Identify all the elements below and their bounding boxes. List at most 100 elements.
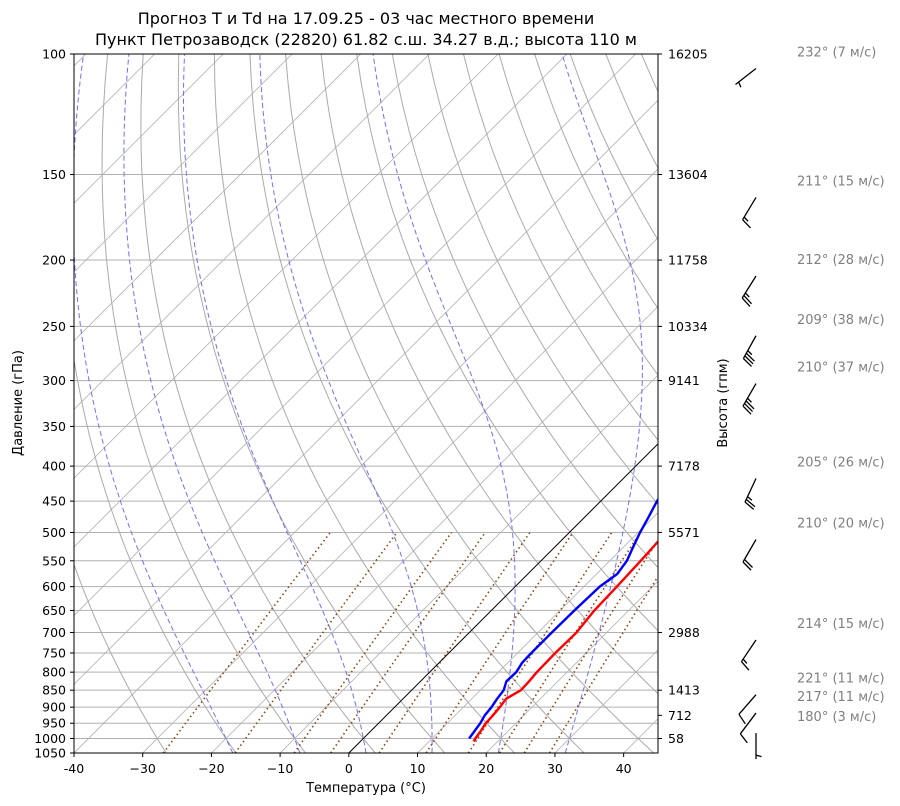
- x-tick-label: -40: [64, 761, 84, 776]
- barb-flag: [745, 400, 755, 410]
- plot-frame: [73, 53, 659, 754]
- wind-label: 232° (7 м/с): [797, 46, 876, 61]
- barb-flag: [742, 405, 752, 415]
- dry-adiabat-line: [819, 54, 900, 753]
- wind-label: 211° (15 м/с): [797, 174, 885, 189]
- barb-flag: [738, 713, 746, 725]
- y-axis-label: Давление (гПа): [11, 350, 26, 456]
- axis-ticks: -40 −30 −20 −10 0 10 20 30 40 100 150 200 250 300 350 4…: [34, 47, 708, 777]
- y-tick-label: 900: [42, 700, 66, 715]
- dry-adiabat-line: [177, 54, 446, 753]
- y-tick-label: 400: [42, 459, 66, 474]
- mixing-ratio-line: [293, 531, 453, 753]
- barb-half: [743, 216, 749, 222]
- isotherm-line: [74, 54, 362, 342]
- wind-label: 221° (11 м/с): [797, 672, 885, 687]
- dry-adiabat-line: [74, 356, 237, 753]
- chart-title: Прогноз T и Td на 17.09.25 - 03 час мест…: [138, 9, 594, 28]
- wind-barb: [740, 639, 757, 671]
- dry-adiabat-line: [101, 54, 306, 753]
- barb-shaft: [741, 275, 757, 299]
- barb-half: [747, 397, 752, 403]
- barb-flag: [745, 498, 756, 508]
- barb-flag: [739, 733, 748, 744]
- zero-isotherm-line: [348, 443, 658, 753]
- wind-barb: [735, 67, 757, 88]
- dry-adiabat-line: [855, 54, 900, 753]
- isotherm-line: [485, 580, 658, 753]
- mixing-ratio-line: [523, 538, 658, 753]
- barb-shaft: [742, 197, 757, 221]
- barb-flag: [744, 355, 754, 365]
- isotherm-line: [74, 168, 658, 753]
- dry-adiabat-line: [748, 54, 900, 753]
- x-axis-label: Температура (°С): [305, 781, 426, 796]
- height-tick-label: 9141: [668, 373, 700, 388]
- isotherm-line: [623, 718, 658, 753]
- wind-barb: [738, 694, 757, 725]
- wind-barb: [741, 275, 757, 307]
- dry-adiabat-line: [713, 54, 900, 753]
- height-tick-label: 13604: [668, 167, 708, 182]
- moist-adiabat-line: [183, 54, 367, 753]
- temperature-line: [472, 539, 658, 743]
- isotherm-line: [74, 54, 293, 273]
- y-tick-label: 650: [42, 603, 66, 618]
- barb-shaft: [739, 712, 757, 735]
- barb-half: [747, 350, 753, 356]
- wind-label: 180° (3 м/с): [797, 710, 876, 725]
- moist-adiabat-line: [123, 54, 301, 753]
- y-tick-label: 550: [42, 553, 66, 568]
- x-tick-label: −20: [198, 761, 224, 776]
- y-tick-label: 500: [42, 525, 66, 540]
- dry-adiabat-line: [427, 54, 658, 505]
- mixing-ratio-line: [425, 531, 574, 753]
- barb-shaft: [738, 694, 757, 715]
- mixing-ratio-line: [162, 531, 331, 753]
- y-tick-label: 950: [42, 716, 66, 731]
- y-tick-label: 600: [42, 579, 66, 594]
- dry-adiabat-line: [285, 54, 655, 753]
- x-tick-label: 20: [478, 761, 494, 776]
- isotherm-line: [74, 54, 224, 204]
- isotherm-line: [279, 374, 658, 753]
- mixing-ratio-line: [548, 575, 658, 753]
- dewpoint-line: [468, 497, 658, 740]
- x-tick-label: 30: [547, 761, 563, 776]
- height-tick-label: 5571: [668, 525, 700, 540]
- y-tick-label: 100: [42, 47, 66, 62]
- wind-label: 210° (37 м/с): [797, 361, 885, 376]
- barb-half: [755, 754, 762, 758]
- barb-shaft: [742, 539, 757, 563]
- height-tick-label: 1413: [668, 683, 700, 698]
- y-axis-right-label: Высота (гпм): [716, 358, 731, 447]
- isotherm-line: [417, 511, 658, 753]
- isotherm-line: [211, 305, 658, 753]
- isotherm-line: [761, 54, 900, 753]
- y-tick-label: 300: [42, 373, 66, 388]
- background-lines: [74, 54, 900, 753]
- barb-half: [744, 292, 750, 298]
- barb-flag: [742, 358, 753, 367]
- chart-subtitle: Пункт Петрозаводск (22820) 61.82 с.ш. 34…: [95, 30, 637, 49]
- barb-flag: [741, 297, 751, 307]
- isotherm-line: [74, 54, 636, 617]
- barb-half: [738, 81, 742, 88]
- wind-label: 210° (20 м/с): [797, 516, 885, 531]
- y-tick-label: 800: [42, 665, 66, 680]
- wind-label: 214° (15 м/с): [797, 617, 885, 632]
- height-tick-label: 7178: [668, 459, 700, 474]
- moist-adiabat-line: [372, 54, 516, 753]
- y-tick-label: 700: [42, 625, 66, 640]
- moist-adiabat-line: [74, 54, 234, 753]
- barb-flag: [743, 295, 753, 305]
- dry-adiabat-line: [677, 54, 900, 753]
- x-tick-label: −30: [130, 761, 156, 776]
- profile-lines: [468, 497, 658, 743]
- wind-label: 212° (28 м/с): [797, 253, 885, 268]
- moist-adiabat-line: [259, 54, 433, 753]
- dry-adiabat-line: [320, 54, 658, 695]
- dry-adiabat-line: [640, 54, 658, 93]
- height-tick-label: 10334: [668, 319, 708, 334]
- dry-adiabat-line: [74, 563, 167, 753]
